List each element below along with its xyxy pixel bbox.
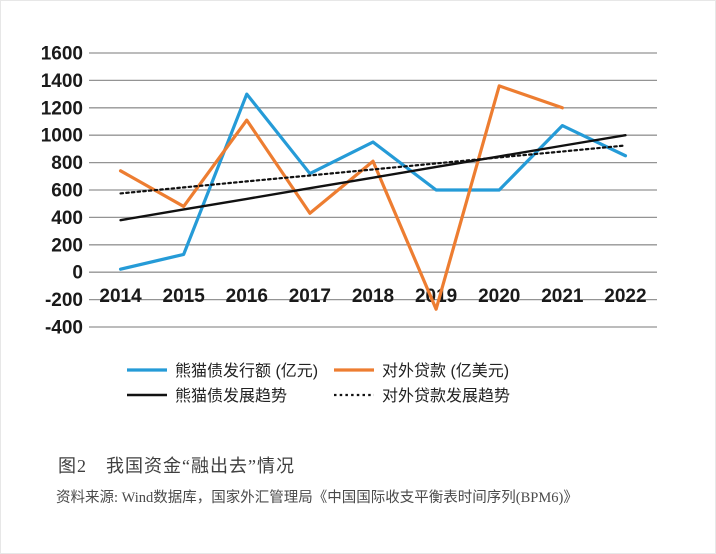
x-axis-tick-labels: 2014 2015 2016 2017 2018 2019 2020 2021 2022 xyxy=(99,286,646,307)
legend-panda-bond-issuance-label: 熊猫债发行额 (亿元) xyxy=(175,362,318,380)
legend-item-panda-bond-trend: 熊猫债发展趋势 xyxy=(127,387,287,405)
legend-external-loans-trend-label: 对外贷款发展趋势 xyxy=(382,387,510,405)
external-loans-trend-line xyxy=(119,144,627,195)
figure-caption: 图2 我国资金“融出去”情况 xyxy=(58,456,295,476)
legend-item-external-loans: 对外贷款 (亿美元) xyxy=(334,362,509,380)
panda-bond-trend-line xyxy=(119,133,627,222)
y-tick-label: 600 xyxy=(51,181,83,202)
figure-source: 资料来源: Wind数据库，国家外汇管理局《中国国际收支平衡表时间序列(BPM6… xyxy=(56,490,578,506)
legend-external-loans-label: 对外贷款 (亿美元) xyxy=(382,362,509,380)
y-tick-label: -400 xyxy=(45,318,83,339)
x-tick-label: 2019 xyxy=(415,286,457,307)
x-tick-label: 2022 xyxy=(604,286,646,307)
x-tick-label: 2015 xyxy=(163,286,206,307)
x-tick-label: 2016 xyxy=(226,286,268,307)
x-tick-label: 2014 xyxy=(99,286,142,307)
external-loans-line xyxy=(118,84,564,311)
y-tick-label: 0 xyxy=(72,263,83,284)
chart-legend: 熊猫债发行额 (亿元) 对外贷款 (亿美元) 熊猫债发展趋势 对外贷款发展趋势 xyxy=(127,362,510,405)
legend-panda-bond-trend-label: 熊猫债发展趋势 xyxy=(175,387,287,405)
legend-item-panda-bond-issuance: 熊猫债发行额 (亿元) xyxy=(127,362,318,380)
y-tick-label: 800 xyxy=(51,153,83,174)
y-tick-label: 1400 xyxy=(41,71,83,92)
legend-item-external-loans-trend: 对外贷款发展趋势 xyxy=(334,387,510,405)
y-tick-label: 1000 xyxy=(41,126,83,147)
line-chart: -400 -200 0 200 400 600 800 1000 1200 1400 1600 201… xyxy=(41,44,657,405)
y-tick-label: 1200 xyxy=(41,98,83,119)
x-tick-label: 2018 xyxy=(352,286,394,307)
y-tick-label: 1600 xyxy=(41,44,83,65)
y-tick-label: 200 xyxy=(51,235,83,256)
y-tick-label: -200 xyxy=(45,290,83,311)
panda-bond-issuance-line xyxy=(118,92,628,271)
y-tick-label: 400 xyxy=(51,208,83,229)
x-tick-label: 2020 xyxy=(478,286,520,307)
x-tick-label: 2017 xyxy=(289,286,331,307)
x-tick-label: 2021 xyxy=(541,286,584,307)
y-axis-tick-labels: -400 -200 0 200 400 600 800 1000 1200 1400 1600 xyxy=(41,44,83,339)
gridlines xyxy=(89,52,657,328)
